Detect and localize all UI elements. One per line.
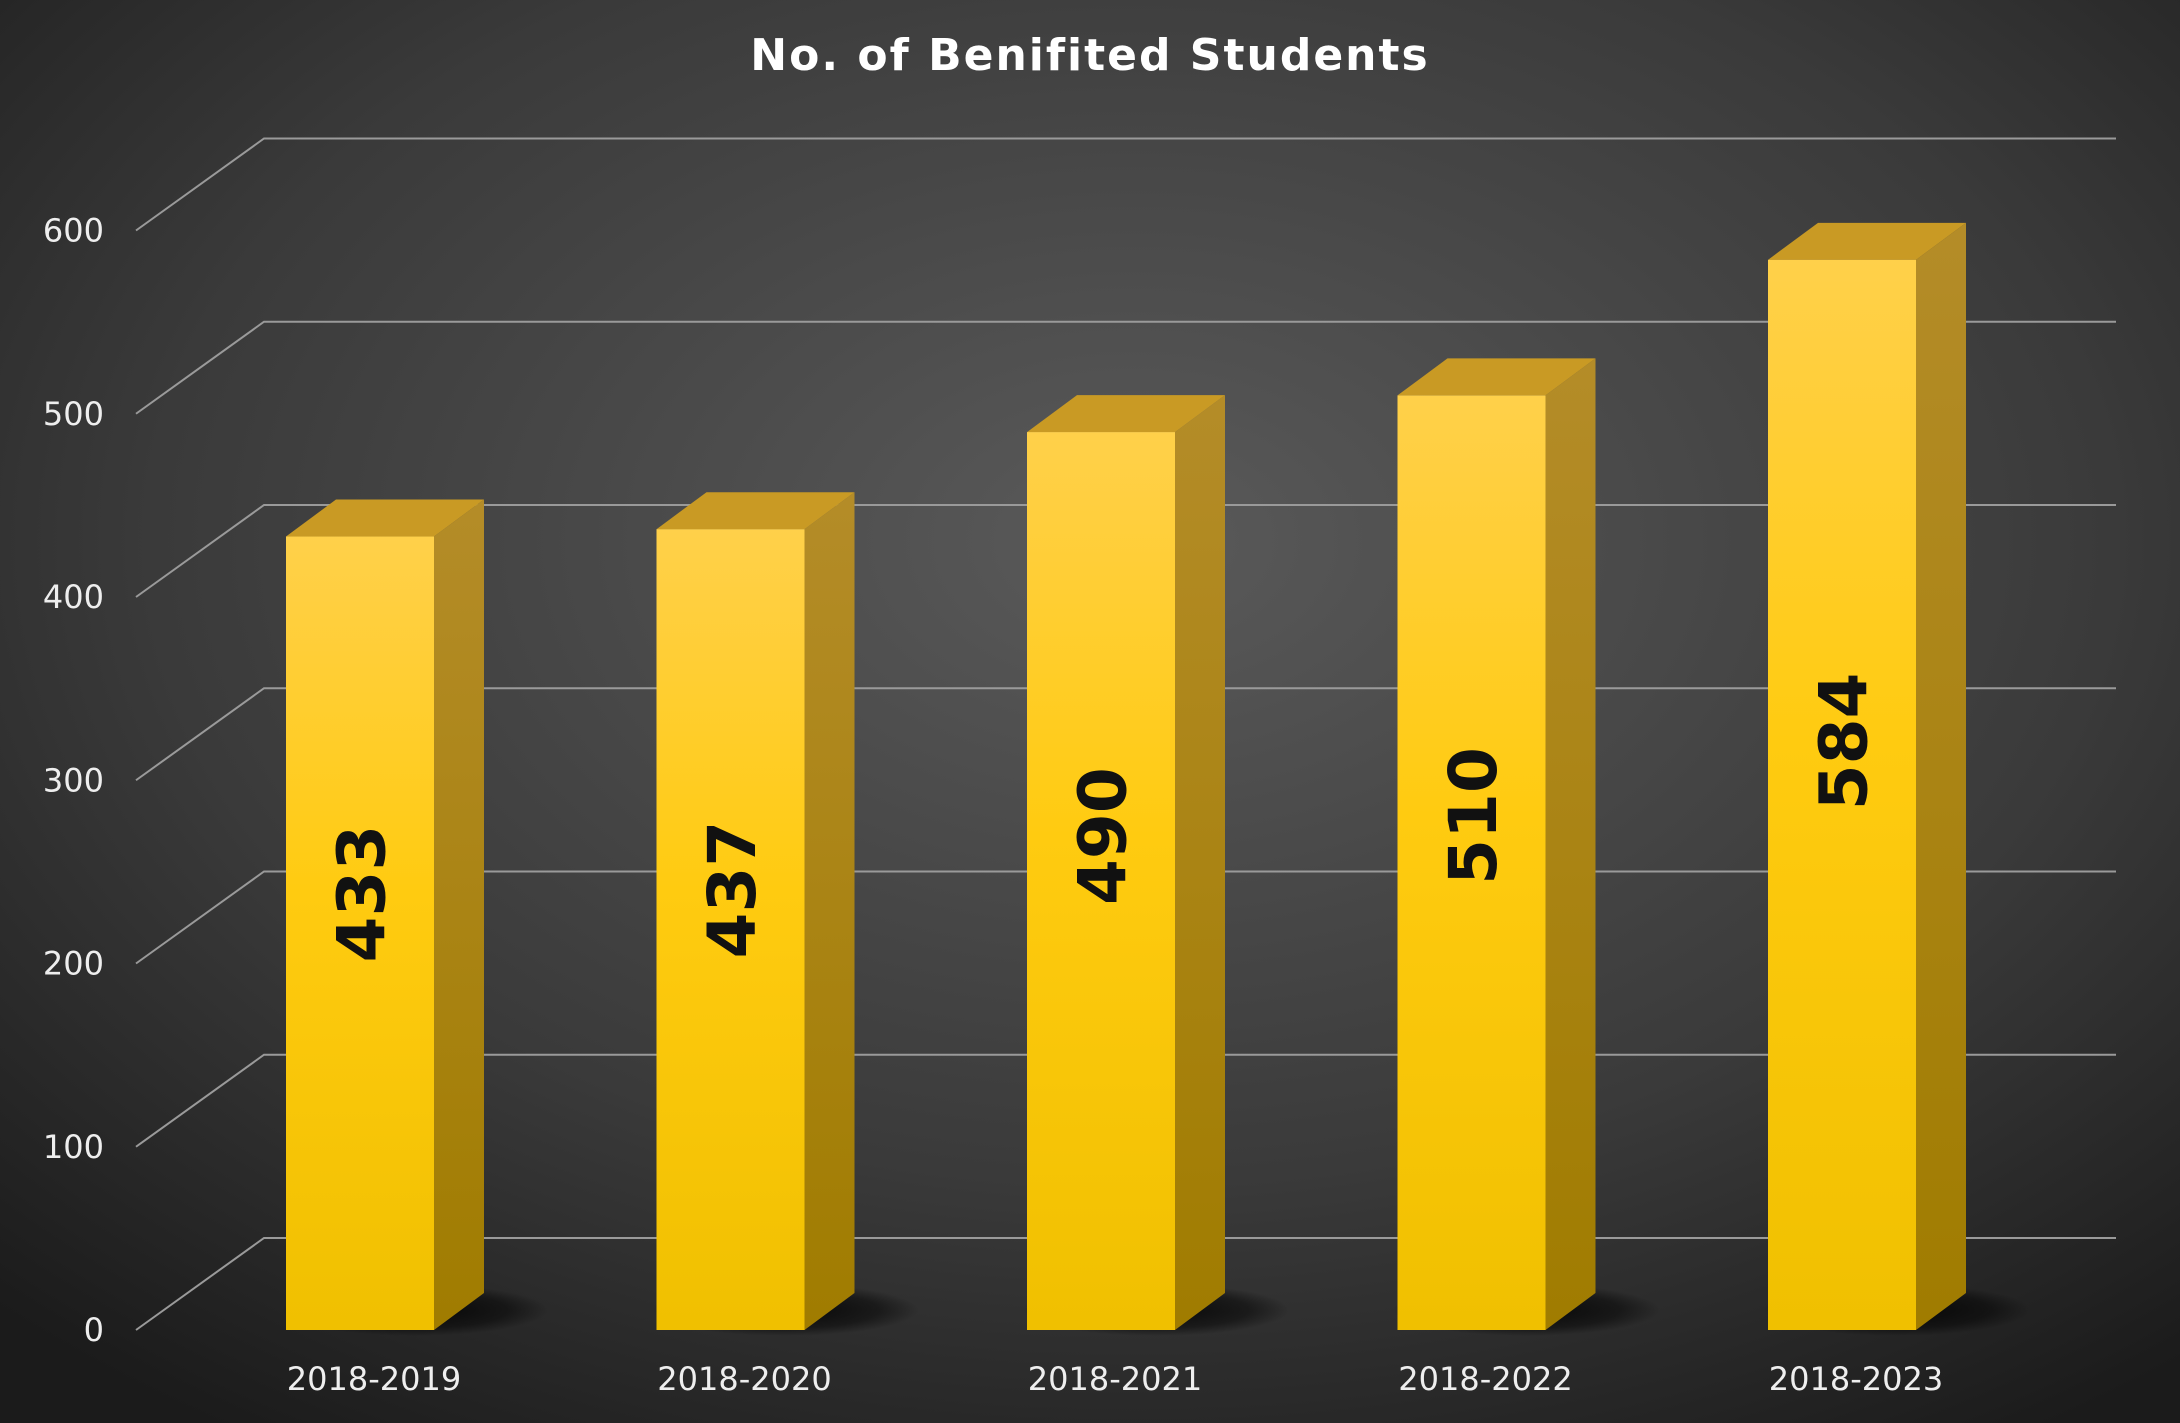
bar: 584: [1768, 222, 1966, 1330]
bar: 490: [1027, 395, 1225, 1330]
y-tick-label: 300: [43, 761, 104, 799]
bar-value-label: 433: [324, 825, 401, 963]
x-axis-labels: 2018-2019 2018-2020 2018-2021 2018-2022 2018…: [287, 1360, 1943, 1398]
bars: 433 437 490 510 584: [286, 222, 1966, 1331]
bar-side: [1175, 395, 1225, 1330]
gridline: [135, 137, 2116, 232]
bar-value-label: 490: [1065, 767, 1142, 905]
bar-front: [656, 529, 805, 1330]
y-tick-label: 0: [84, 1311, 104, 1349]
bar: 433: [286, 499, 484, 1331]
bar-front: [1027, 432, 1175, 1330]
bar-top: [286, 499, 484, 537]
bar-front: [1768, 259, 1916, 1330]
bar: 510: [1397, 358, 1596, 1330]
chart-title: No. of Benifited Students: [750, 30, 1429, 81]
y-axis-ticks: 0 100 200 300 400 500 600: [43, 212, 104, 1350]
y-tick-label: 200: [43, 945, 104, 983]
bar-side: [804, 492, 855, 1330]
x-category-label: 2018-2021: [1028, 1360, 1202, 1398]
bar-value-label: 510: [1435, 747, 1512, 885]
bar-top: [1027, 395, 1225, 433]
bar-top: [1397, 358, 1596, 396]
y-tick-label: 500: [43, 395, 104, 433]
x-category-label: 2018-2023: [1769, 1360, 1943, 1398]
bar-side: [1916, 222, 1966, 1330]
bar-side: [1545, 358, 1596, 1330]
bar-top: [1768, 222, 1966, 260]
bar-side: [434, 499, 484, 1331]
gridlines: [135, 137, 2116, 1331]
bar: 437: [656, 492, 855, 1330]
x-category-label: 2018-2019: [287, 1360, 461, 1398]
bar-value-label: 437: [694, 821, 771, 959]
gridline: [135, 320, 2116, 415]
x-category-label: 2018-2022: [1398, 1360, 1572, 1398]
x-category-label: 2018-2020: [657, 1360, 831, 1398]
y-tick-label: 400: [43, 578, 104, 616]
bar-value-label: 584: [1806, 673, 1883, 811]
y-tick-label: 600: [43, 212, 104, 250]
bar-front: [1397, 395, 1546, 1330]
bar-top: [656, 492, 855, 530]
bar-front: [286, 536, 434, 1330]
y-tick-label: 100: [43, 1128, 104, 1166]
